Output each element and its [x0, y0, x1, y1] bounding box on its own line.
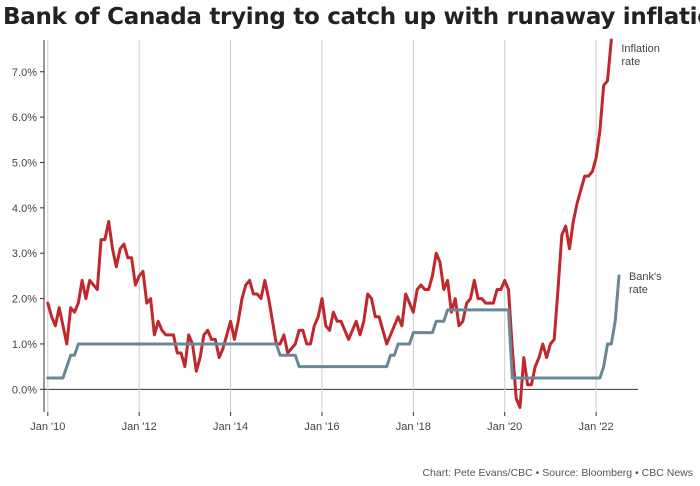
x-tick-label: Jan '14: [213, 421, 248, 433]
y-axis-ticks: 0.0% 1.0% 2.0% 3.0% 4.0% 5.0% 6.0% 7.0%: [12, 67, 44, 396]
x-tick-label: Jan '10: [30, 421, 65, 433]
inflation-rate-line: [46, 38, 613, 409]
x-tick-label: Jan '12: [122, 421, 157, 433]
series-labels: Inflation rate Bank's rate: [621, 43, 662, 296]
bank-rate-label: Bank's rate: [629, 271, 662, 296]
y-tick-label: 6.0%: [12, 112, 37, 124]
chart-title: Bank of Canada trying to catch up with r…: [3, 4, 700, 30]
x-tick-label: Jan '16: [304, 421, 339, 433]
x-axis-ticks: Jan '10 Jan '12 Jan '14 Jan '16 Jan '18 Jan '…: [30, 412, 614, 433]
x-tick-label: Jan '18: [396, 421, 431, 433]
y-tick-label: 1.0%: [12, 339, 37, 351]
x-tick-label: Jan '22: [579, 421, 614, 433]
chart-credit: Chart: Pete Evans/CBC • Source: Bloomber…: [422, 467, 693, 479]
bank-rate-line: [46, 274, 621, 380]
y-tick-label: 3.0%: [12, 248, 37, 260]
y-tick-label: 2.0%: [12, 294, 37, 306]
x-tick-label: Jan '20: [487, 421, 522, 433]
y-tick-label: 5.0%: [12, 157, 37, 169]
grid-lines: [43, 40, 638, 412]
y-tick-label: 0.0%: [12, 384, 37, 396]
y-tick-label: 4.0%: [12, 203, 37, 215]
inflation-rate-label: Inflation rate: [621, 43, 660, 68]
series-lines: [46, 38, 621, 409]
y-tick-label: 7.0%: [12, 67, 37, 79]
